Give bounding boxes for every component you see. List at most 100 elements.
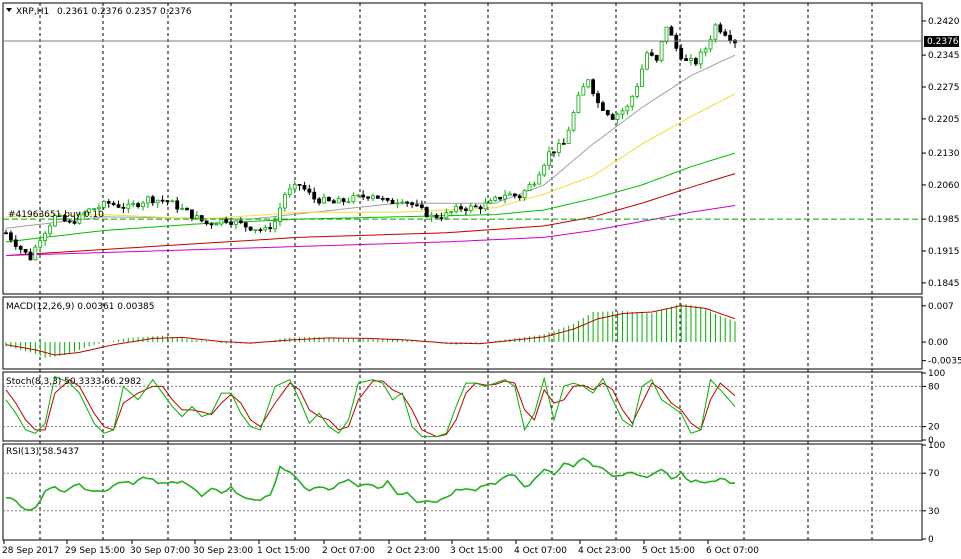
candle-body [576,94,581,114]
time-tick-label: 6 Oct 07:00 [706,546,759,556]
time-tick-label: 3 Oct 15:00 [450,546,503,556]
candle-body [600,102,605,111]
candle-body [150,196,155,204]
time-tick-label: 2 Oct 07:00 [322,546,375,556]
candle-body [243,222,248,228]
candle-body [214,223,219,226]
stoch-tick-label: 0 [928,436,934,446]
candle-body [170,200,175,203]
candle-body [327,196,331,202]
candle-body [87,208,92,214]
time-tick-label: 5 Oct 15:00 [642,546,695,556]
candle-body [180,207,185,210]
candle-body [635,86,640,97]
dropdown-triangle-icon[interactable] [6,8,12,12]
current-price-label: 0.2376 [927,37,959,47]
candle-body [209,223,214,226]
candle-body [561,142,566,145]
candle-body [199,215,204,222]
candle-body [679,47,684,60]
candle-body [341,198,346,203]
candle-body [449,211,454,214]
ohlc-values: 0.2361 0.2376 0.2357 0.2376 [57,7,192,17]
candle-body [625,105,630,112]
candle-body [439,217,444,220]
candle-body [659,41,664,61]
candle-body [136,203,141,208]
candle-body [190,209,194,219]
stoch-tick-label: 100 [928,369,945,379]
time-axis: 28 Sep 2017 29 Sep 15:00 30 Sep 07:00 30 Se… [2,540,759,556]
candle-body [542,164,547,176]
candle-body [552,151,556,154]
candle-body [517,195,522,199]
time-tick-label: 30 Sep 07:00 [130,546,190,556]
time-tick-label: 4 Oct 23:00 [578,546,631,556]
stochastic-indicator [3,375,922,438]
candle-body [493,196,498,201]
moving-average-line [5,93,736,220]
macd-tick-label: 0.00 [928,338,948,348]
candle-body [278,207,282,222]
candle-body [238,220,243,224]
rsi-tick-label: 100 [928,441,945,451]
candle-body [385,197,390,201]
candle-body [356,194,361,197]
price-axis: 0.2420 0.2345 0.2275 0.2205 0.2130 0.2060 0.19… [922,17,960,289]
candle-body [8,232,13,241]
candle-body [532,183,537,186]
candle-body [97,206,101,210]
candle-body [234,220,238,225]
candle-body [464,208,468,211]
price-tick-label: 0.2205 [928,115,960,125]
candle-body [57,215,62,217]
macd-label: MACD(12,26,9) 0.00361 0.00385 [6,302,155,312]
candle-body [145,196,150,204]
candle-body [307,188,312,193]
candle-body [728,34,733,41]
macd-tick-label: -0.00358 [928,357,961,367]
candle-body [366,196,370,199]
price-tick-label: 0.1985 [928,215,960,225]
stoch-tick-label: 80 [928,382,940,392]
candle-body [444,212,449,219]
candle-body [18,246,23,250]
candle-body [263,227,268,231]
candle-body [224,218,229,223]
rsi-label: RSI(13) 58.5437 [6,447,79,457]
candle-body [219,218,224,225]
candle-body [581,86,586,96]
candle-body [459,206,463,210]
rsi-panel-frame [2,443,923,541]
candle-body [483,202,488,210]
candle-body [351,195,356,203]
candle-body [434,214,439,219]
rsi-tick-label: 70 [928,469,940,479]
candle-body [522,190,527,199]
time-tick-label: 29 Sep 15:00 [65,546,125,556]
candle-body [92,208,96,211]
candle-body [141,202,145,208]
candle-body [273,220,277,230]
order-label: #41963651 buy 0.10 [8,210,104,220]
candle-body [468,205,473,211]
candle-body [229,221,233,225]
candle-body [33,246,38,261]
candle-body [194,215,199,219]
candle-body [512,193,517,197]
candle-body [503,194,507,200]
macd-axis: 0.007 0.00 -0.00358 [922,302,961,367]
stoch-panel-frame [2,371,923,442]
price-tick-label: 0.1915 [928,247,960,257]
candle-body [302,184,307,190]
candle-body [615,113,620,120]
rsi-line [5,457,736,511]
candle-body [126,203,131,209]
candle-body [331,200,336,204]
candle-body [13,239,18,247]
candle-body [292,184,297,190]
candle-body [111,202,116,206]
time-tick-label: 30 Sep 23:00 [193,546,253,556]
candle-body [596,93,600,104]
